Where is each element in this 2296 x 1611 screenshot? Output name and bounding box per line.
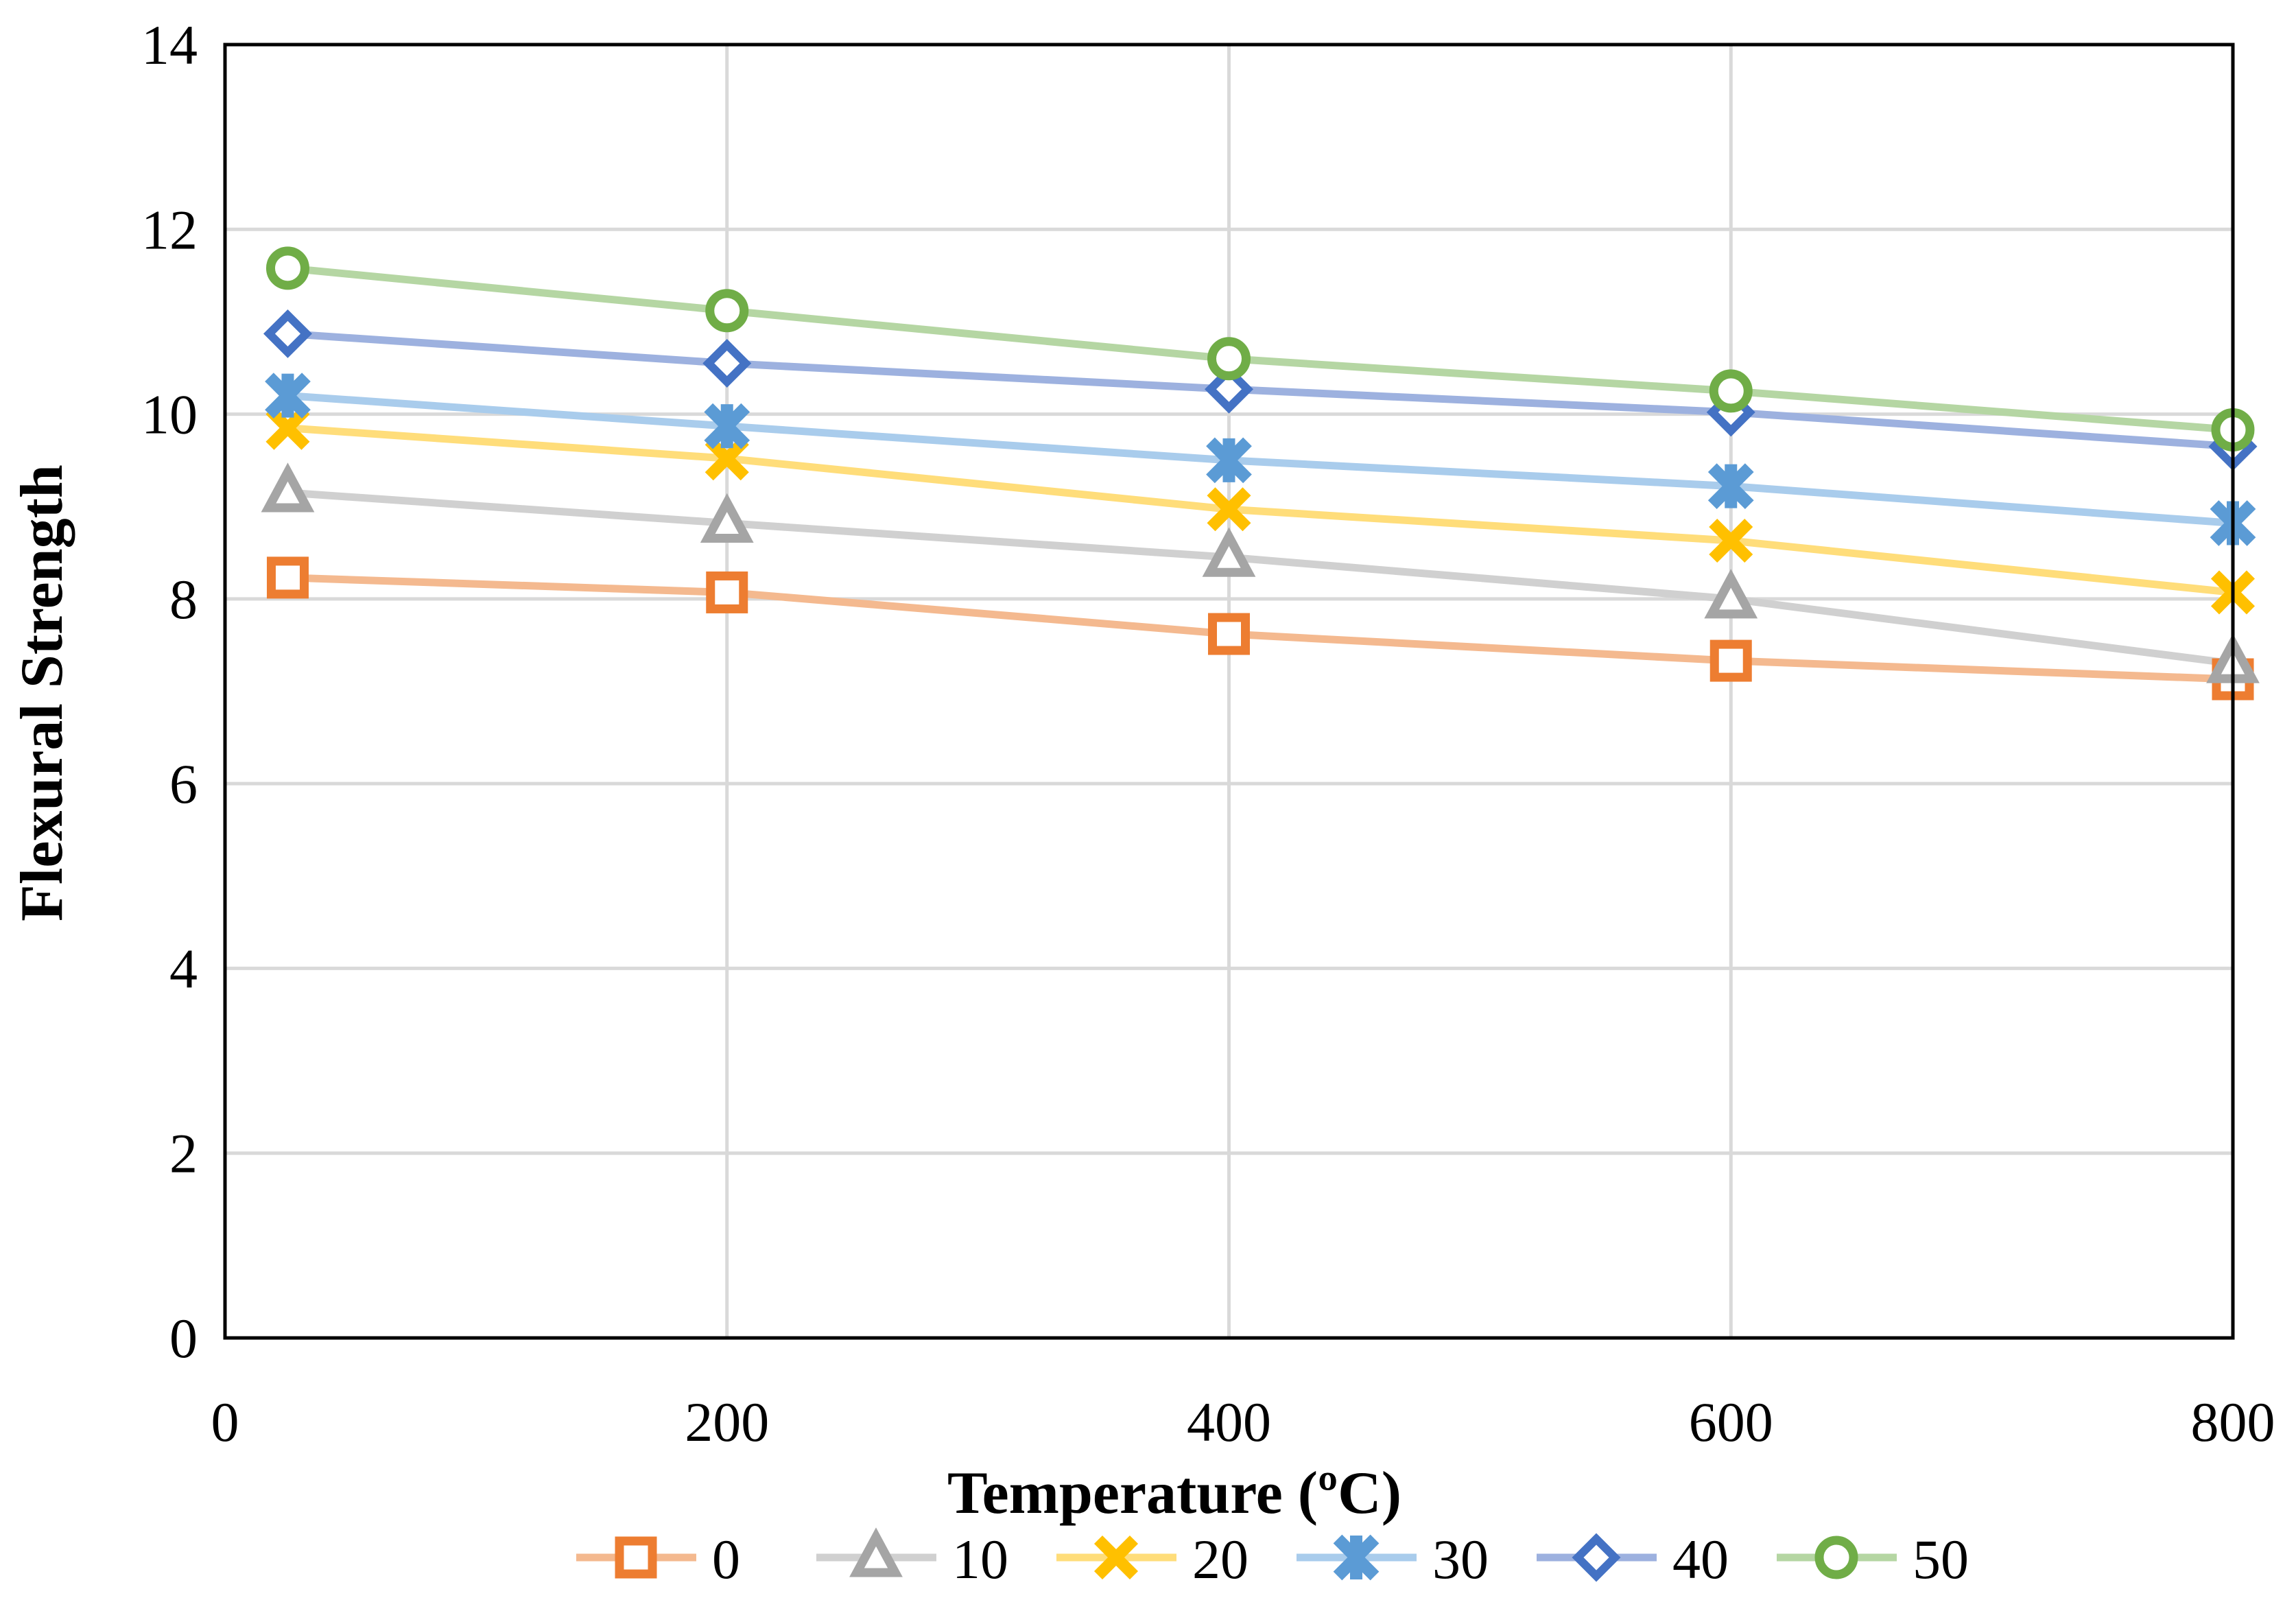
data-point-40-1 bbox=[702, 339, 752, 388]
data-point-50-3 bbox=[1709, 369, 1753, 413]
data-point-50-1 bbox=[705, 289, 749, 333]
y-tick-label: 10 bbox=[141, 384, 198, 446]
legend-label: 10 bbox=[952, 1528, 1008, 1590]
legend-label: 20 bbox=[1192, 1528, 1248, 1590]
x-tick-labels: 0 200 400 600 800 bbox=[211, 1391, 2275, 1453]
data-point-20-3 bbox=[1709, 519, 1753, 563]
legend-item-40: 40 bbox=[1537, 1528, 1729, 1590]
legend-marker bbox=[1814, 1536, 1858, 1579]
data-point-40-2 bbox=[1205, 364, 1253, 414]
data-point-20-2 bbox=[1207, 487, 1251, 532]
x-tick-label: 0 bbox=[211, 1391, 239, 1453]
x-axis-title: Temperature (ºC) bbox=[947, 1460, 1401, 1527]
x-tick-label: 400 bbox=[1187, 1391, 1271, 1453]
series-line-50 bbox=[287, 264, 2234, 434]
data-point-0-0 bbox=[266, 556, 309, 599]
y-tick-label: 6 bbox=[169, 753, 198, 815]
data-point-0-2 bbox=[1208, 613, 1250, 655]
data-point-10-2 bbox=[1202, 527, 1256, 577]
legend-item-20: 20 bbox=[1056, 1528, 1248, 1590]
x-tick-label: 600 bbox=[1689, 1391, 1773, 1453]
y-tick-label: 8 bbox=[169, 568, 198, 631]
y-axis-title: Flexural Strength bbox=[9, 465, 75, 921]
legend-marker bbox=[1093, 1535, 1139, 1580]
legend-marker bbox=[1333, 1534, 1380, 1581]
gridlines bbox=[225, 43, 2233, 1338]
legend-label: 40 bbox=[1672, 1528, 1729, 1590]
legend-label: 50 bbox=[1913, 1528, 1969, 1590]
y-tick-label: 12 bbox=[141, 198, 198, 261]
plot-frame bbox=[223, 43, 2235, 1340]
legend-item-10: 10 bbox=[816, 1527, 1008, 1590]
y-tick-labels: 0 2 4 6 8 10 12 14 bbox=[141, 14, 198, 1369]
legend-marker bbox=[849, 1527, 903, 1577]
data-point-40-0 bbox=[263, 309, 312, 358]
legend-item-50: 50 bbox=[1777, 1528, 1969, 1590]
x-tick-label: 800 bbox=[2191, 1391, 2275, 1453]
series-line-40 bbox=[287, 329, 2234, 451]
data-point-0-3 bbox=[1709, 639, 1752, 682]
series-lines bbox=[287, 264, 2234, 683]
data-point-10-0 bbox=[261, 462, 315, 513]
legend: 0 10 20 30 40 50 bbox=[576, 1527, 1969, 1590]
data-point-30-1 bbox=[704, 403, 750, 449]
data-point-50-0 bbox=[265, 246, 309, 290]
legend-item-30: 30 bbox=[1297, 1528, 1489, 1590]
data-point-10-1 bbox=[700, 493, 754, 543]
legend-marker bbox=[1572, 1533, 1621, 1582]
data-point-30-2 bbox=[1206, 437, 1252, 484]
data-point-30-3 bbox=[1707, 463, 1754, 509]
legend-label: 0 bbox=[712, 1528, 740, 1590]
data-point-30-0 bbox=[265, 373, 311, 419]
data-point-50-2 bbox=[1207, 337, 1251, 381]
data-point-10-3 bbox=[1704, 569, 1758, 619]
legend-item-0: 0 bbox=[576, 1528, 740, 1590]
legend-label: 30 bbox=[1432, 1528, 1489, 1590]
y-tick-label: 0 bbox=[169, 1307, 198, 1369]
plot-axes bbox=[223, 43, 2235, 1340]
x-tick-label: 200 bbox=[685, 1391, 769, 1453]
y-tick-label: 2 bbox=[169, 1122, 198, 1185]
y-tick-label: 4 bbox=[169, 937, 198, 1000]
legend-marker bbox=[615, 1536, 657, 1579]
data-point-0-1 bbox=[706, 571, 748, 613]
y-tick-label: 14 bbox=[141, 14, 198, 76]
